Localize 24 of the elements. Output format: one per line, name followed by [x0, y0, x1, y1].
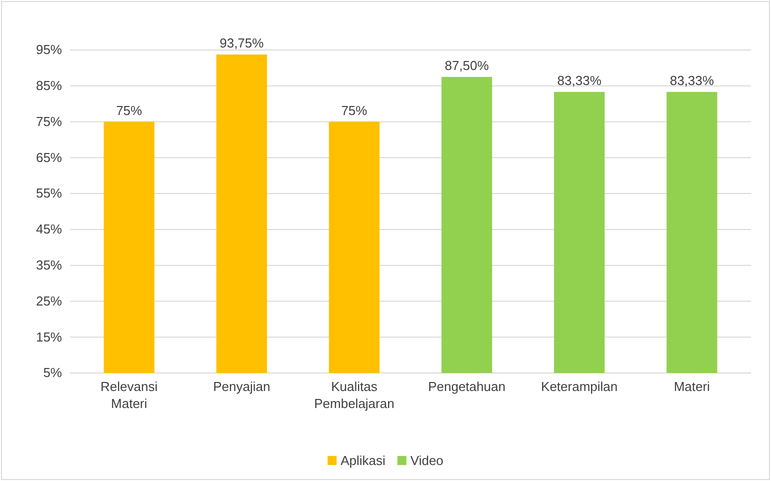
legend-label: Aplikasi: [340, 453, 386, 468]
y-tick-label: 35%: [36, 257, 62, 272]
x-tick-label: Kualitas Pembelajaran: [314, 379, 394, 411]
y-tick-label: 85%: [36, 78, 62, 94]
x-tick-label: Relevansi Materi: [100, 379, 158, 411]
x-tick-label: Materi: [674, 379, 710, 394]
y-tick-label: 75%: [36, 114, 62, 129]
y-tick-label: 15%: [36, 329, 62, 344]
x-tick-label: Pengetahuan: [428, 379, 506, 394]
data-label: 75%: [116, 102, 143, 118]
x-tick-label: Keterampilan: [541, 379, 618, 394]
y-tick-label: 25%: [36, 293, 62, 308]
x-tick-label: Penyajian: [213, 379, 270, 394]
legend-label: Video: [410, 453, 444, 468]
data-label: 83,33%: [557, 72, 602, 88]
y-tick-label: 5%: [43, 365, 62, 380]
data-label: 83,33%: [670, 72, 714, 88]
y-tick-label: 95%: [36, 42, 62, 58]
data-label: 93,75%: [220, 35, 264, 50]
y-tick-label: 55%: [36, 186, 62, 201]
data-label: 75%: [341, 102, 368, 118]
data-label: 87,50%: [444, 58, 490, 73]
y-tick-label: 45%: [36, 222, 62, 237]
y-tick-label: 65%: [36, 150, 62, 165]
